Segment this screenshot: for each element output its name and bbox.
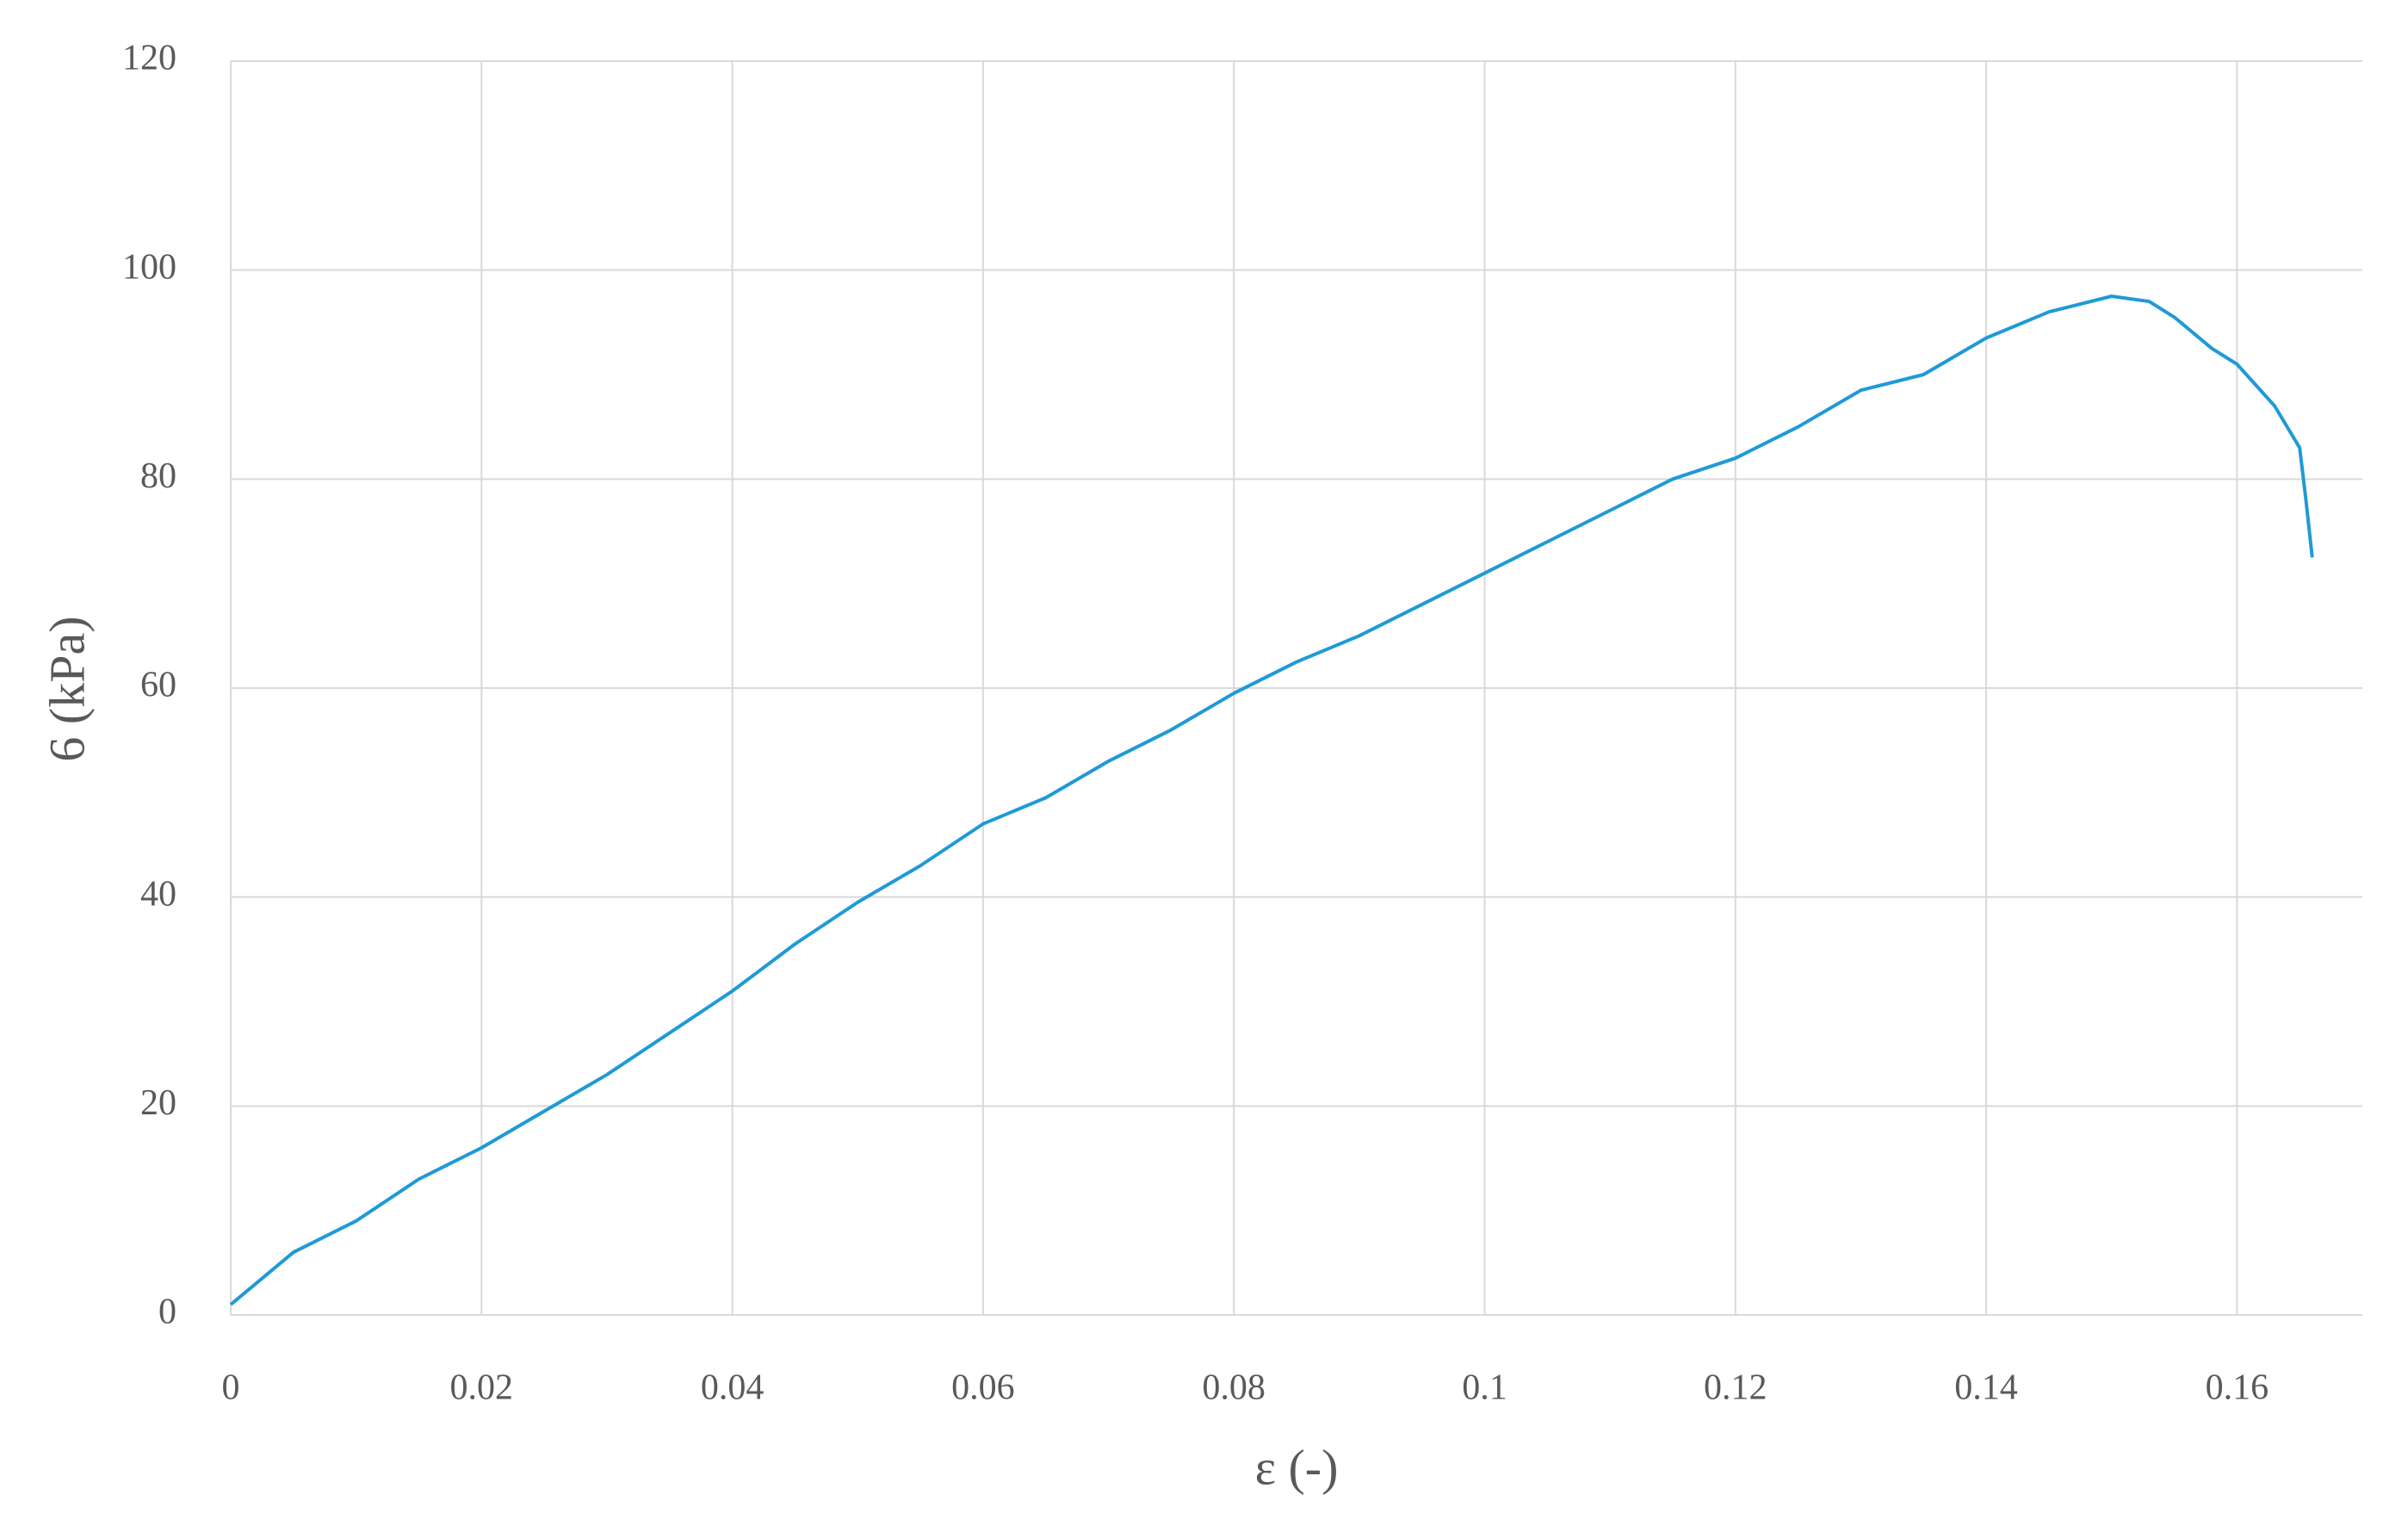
x-tick-label: 0.12 bbox=[1704, 1368, 1767, 1408]
y-tick-label: 100 bbox=[122, 247, 176, 287]
data-line bbox=[229, 295, 2314, 1306]
y-tick-label: 80 bbox=[140, 456, 176, 496]
y-tick-label: 20 bbox=[140, 1083, 176, 1123]
y-tick-label: 120 bbox=[122, 39, 176, 78]
x-tick-label: 0.1 bbox=[1462, 1368, 1507, 1408]
x-tick-label: 0.16 bbox=[2206, 1368, 2269, 1408]
y-tick-label: 40 bbox=[140, 874, 176, 914]
x-tick-label: 0.14 bbox=[1954, 1368, 2018, 1408]
y-tick-label: 60 bbox=[140, 666, 176, 705]
x-tick-label: 0.08 bbox=[1202, 1368, 1266, 1408]
x-tick-label: 0.06 bbox=[951, 1368, 1015, 1408]
y-axis-title: 6 (kPa) bbox=[39, 616, 95, 761]
x-axis-title: ε (-) bbox=[1255, 1439, 1339, 1495]
x-tick-label: 0.04 bbox=[701, 1368, 764, 1408]
y-tick-label: 0 bbox=[158, 1293, 176, 1332]
x-tick-label: 0.02 bbox=[450, 1368, 514, 1408]
x-tick-label: 0 bbox=[222, 1368, 240, 1408]
